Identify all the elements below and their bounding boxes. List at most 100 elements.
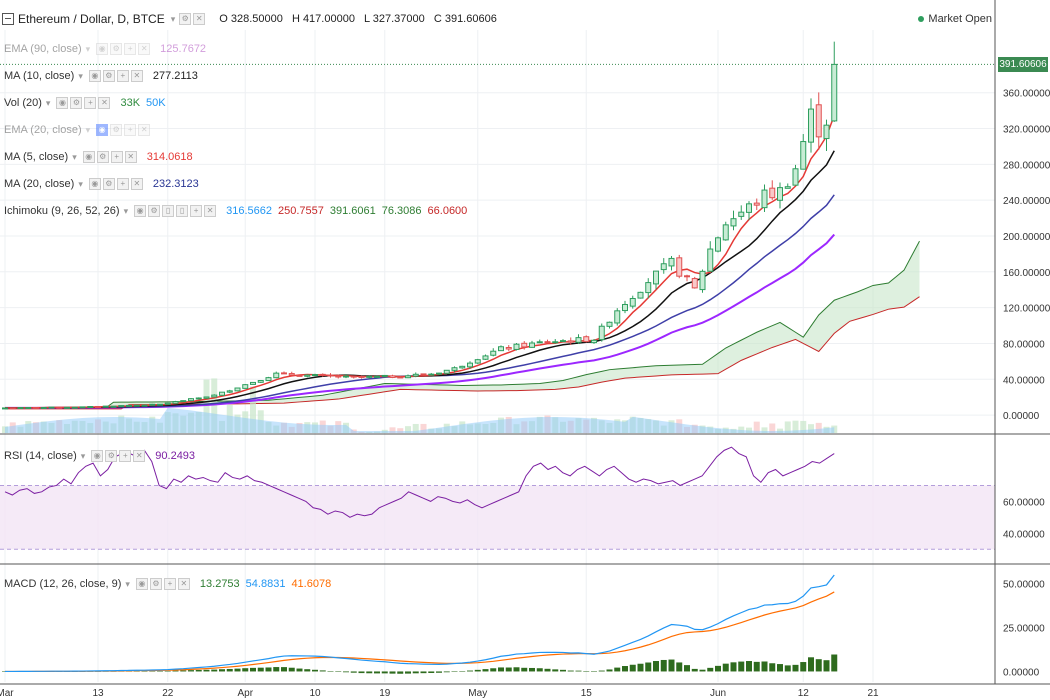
format-icon[interactable]: ▯ — [176, 205, 189, 217]
candle-body — [242, 384, 249, 389]
candle-body — [327, 374, 334, 377]
macd-histogram-bar — [467, 670, 473, 672]
legend-controls[interactable]: ◉ ⚙ + ✕ — [56, 97, 112, 109]
volume-bar — [412, 423, 419, 433]
eye-icon[interactable]: ◉ — [88, 178, 101, 190]
legend-label[interactable]: MA (10, close) — [4, 70, 75, 82]
legend-label[interactable]: MA (20, close) — [4, 178, 75, 190]
chevron-down-icon[interactable]: ▾ — [78, 70, 83, 81]
settings-icon[interactable]: ⚙ — [102, 70, 115, 82]
candles[interactable] — [2, 41, 838, 410]
candle-body — [699, 270, 706, 291]
legend-label[interactable]: EMA (90, close) — [4, 43, 82, 55]
add-icon[interactable]: + — [124, 43, 137, 55]
add-icon[interactable]: + — [116, 70, 129, 82]
legend-label[interactable]: EMA (20, close) — [4, 124, 82, 136]
header-controls[interactable]: ⚙ ✕ — [179, 13, 207, 25]
close-icon[interactable]: ✕ — [124, 151, 137, 163]
close-icon[interactable]: ✕ — [204, 205, 217, 217]
market-status-label: Market Open — [928, 13, 992, 25]
macd-label[interactable]: MACD (12, 26, close, 9) — [4, 578, 122, 590]
close-icon[interactable]: ✕ — [130, 178, 143, 190]
close-icon[interactable]: ✕ — [193, 13, 206, 25]
close-icon[interactable]: ✕ — [138, 43, 151, 55]
eye-icon[interactable]: ◉ — [135, 578, 148, 590]
macd-tick-label: 50.00000 — [1003, 580, 1045, 591]
settings-icon[interactable]: ⚙ — [149, 578, 162, 590]
candle-body — [467, 362, 473, 368]
legend-label[interactable]: Ichimoku (9, 26, 52, 26) — [4, 205, 120, 217]
settings-icon[interactable]: ⚙ — [102, 178, 115, 190]
legend-controls[interactable]: ◉ ⚙ + ✕ — [82, 151, 139, 163]
add-icon[interactable]: + — [116, 178, 129, 190]
legend-label[interactable]: MA (5, close) — [4, 151, 69, 163]
eye-icon[interactable]: ◉ — [96, 43, 109, 55]
chevron-down-icon[interactable]: ▾ — [85, 124, 91, 135]
add-icon[interactable]: + — [110, 151, 123, 163]
collapse-icon[interactable] — [2, 13, 14, 25]
candle-body — [436, 372, 442, 375]
legend-controls[interactable]: ◉ ⚙ + ✕ — [88, 70, 145, 82]
close-icon[interactable]: ✕ — [177, 578, 190, 590]
macd-histogram-bar — [288, 667, 295, 672]
settings-icon[interactable]: ⚙ — [179, 13, 192, 25]
rsi-label[interactable]: RSI (14, close) — [4, 450, 77, 462]
macd-controls[interactable]: ◉ ⚙ + ✕ — [135, 578, 192, 590]
eye-icon[interactable]: ◉ — [91, 450, 104, 462]
settings-icon[interactable]: ⚙ — [105, 450, 118, 462]
close-icon[interactable]: ✕ — [138, 124, 151, 136]
legend-controls[interactable]: ◉ ⚙ + ✕ — [96, 43, 152, 55]
chevron-down-icon[interactable]: ▾ — [123, 205, 129, 216]
settings-icon[interactable]: ⚙ — [70, 97, 83, 109]
chevron-down-icon[interactable]: ▾ — [80, 450, 86, 461]
legend-value: 50K — [146, 97, 166, 109]
legend-controls[interactable]: ◉ ⚙ + ✕ — [88, 178, 145, 190]
legend-label[interactable]: Vol (20) — [4, 97, 42, 109]
legend-controls[interactable]: ◉ ⚙ ▯ ▯ + ✕ — [134, 205, 218, 217]
eye-icon[interactable]: ◉ — [96, 124, 109, 136]
add-icon[interactable]: + — [190, 205, 203, 217]
add-icon[interactable]: + — [84, 97, 97, 109]
candle-body — [808, 108, 814, 143]
macd-tick-label: 25.00000 — [1003, 624, 1045, 635]
price-tick-label: 200.00000 — [1003, 232, 1050, 243]
chevron-down-icon[interactable]: ▾ — [125, 578, 130, 589]
legend-controls[interactable]: ◉ ⚙ + ✕ — [96, 124, 152, 136]
macd-signal-value: 41.6078 — [291, 578, 332, 590]
eye-icon[interactable]: ◉ — [88, 70, 101, 82]
settings-icon[interactable]: ⚙ — [148, 205, 161, 217]
close-icon[interactable]: ✕ — [133, 450, 146, 462]
source-icon[interactable]: ▯ — [162, 205, 175, 217]
chevron-down-icon[interactable]: ▾ — [170, 13, 176, 24]
eye-icon[interactable]: ◉ — [56, 97, 69, 109]
macd-histogram-bar — [808, 657, 814, 672]
chevron-down-icon[interactable]: ▾ — [72, 151, 77, 162]
macd-histogram-bar — [722, 663, 729, 672]
volume-bars — [2, 378, 838, 433]
rsi-controls[interactable]: ◉ ⚙ + ✕ — [91, 450, 147, 462]
macd-histogram-bar — [498, 667, 504, 672]
candle-body — [203, 396, 210, 399]
settings-icon[interactable]: ⚙ — [110, 124, 123, 136]
settings-icon[interactable]: ⚙ — [110, 43, 123, 55]
symbol-title[interactable]: Ethereum / Dollar, D, BTCE — [18, 12, 165, 26]
add-icon[interactable]: + — [124, 124, 137, 136]
chevron-down-icon[interactable]: ▾ — [78, 178, 83, 189]
close-icon[interactable]: ✕ — [130, 70, 143, 82]
macd-histogram-bar — [366, 671, 373, 674]
macd-histogram-bar — [715, 665, 721, 672]
legend-value: 314.0618 — [146, 151, 193, 163]
add-icon[interactable]: + — [163, 578, 176, 590]
eye-icon[interactable]: ◉ — [82, 151, 95, 163]
chevron-down-icon[interactable]: ▾ — [85, 43, 91, 54]
candle-body — [474, 359, 481, 364]
close-icon[interactable]: ✕ — [98, 97, 111, 109]
macd-histogram-bar — [319, 670, 326, 672]
add-icon[interactable]: + — [119, 450, 132, 462]
candle-body — [149, 403, 156, 406]
candle-body — [358, 375, 365, 378]
eye-icon[interactable]: ◉ — [134, 205, 147, 217]
chevron-down-icon[interactable]: ▾ — [45, 97, 51, 108]
settings-icon[interactable]: ⚙ — [96, 151, 109, 163]
